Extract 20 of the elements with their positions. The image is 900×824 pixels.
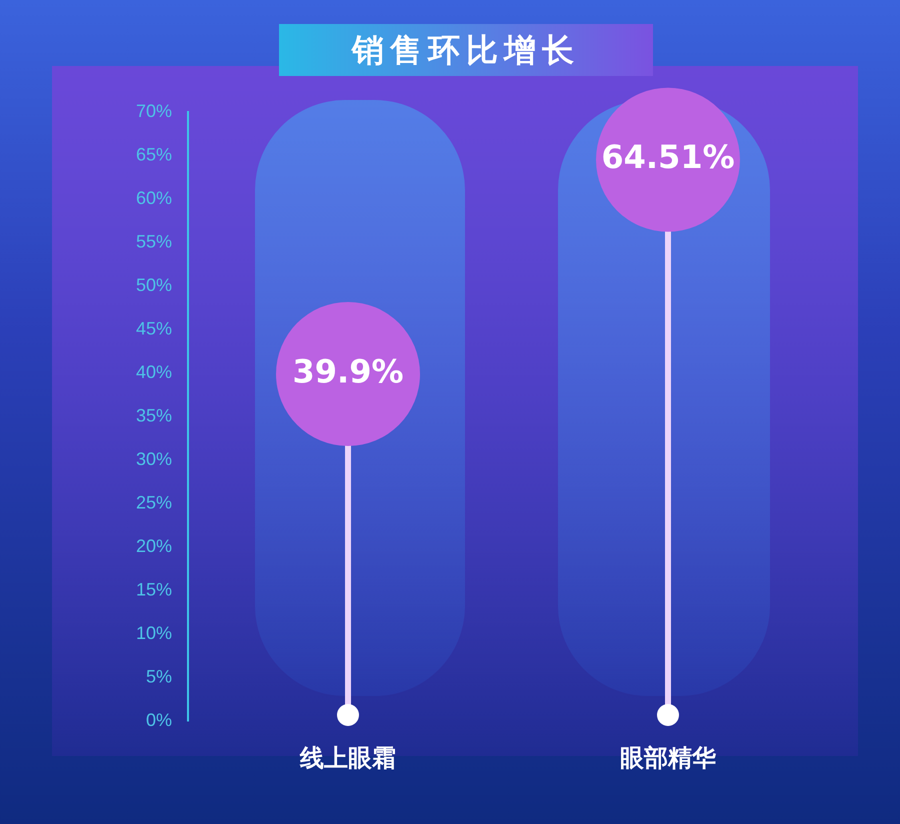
data-label: 64.51% — [601, 138, 735, 176]
data-label: 39.9% — [292, 352, 404, 390]
x-tick-label: 线上眼霜 — [299, 744, 396, 772]
y-tick-label: 70% — [136, 100, 172, 121]
chart-title: 销售环比增长 — [279, 24, 653, 76]
y-tick-label: 30% — [136, 449, 172, 470]
y-tick-label: 50% — [136, 275, 172, 296]
y-tick-label: 40% — [136, 362, 172, 382]
y-tick-label: 5% — [146, 666, 172, 687]
y-tick-label: 65% — [136, 144, 172, 164]
y-tick-label: 20% — [136, 536, 172, 556]
x-tick-label: 眼部精华 — [620, 744, 716, 772]
y-tick-label: 35% — [136, 406, 172, 426]
y-tick-label: 10% — [136, 623, 172, 644]
y-tick-label: 15% — [136, 580, 172, 600]
y-tick-label: 60% — [136, 188, 172, 208]
y-tick-label: 0% — [146, 710, 172, 730]
y-tick-label: 55% — [136, 232, 172, 252]
y-tick-label: 25% — [136, 492, 172, 513]
y-tick-label: 45% — [136, 318, 172, 339]
